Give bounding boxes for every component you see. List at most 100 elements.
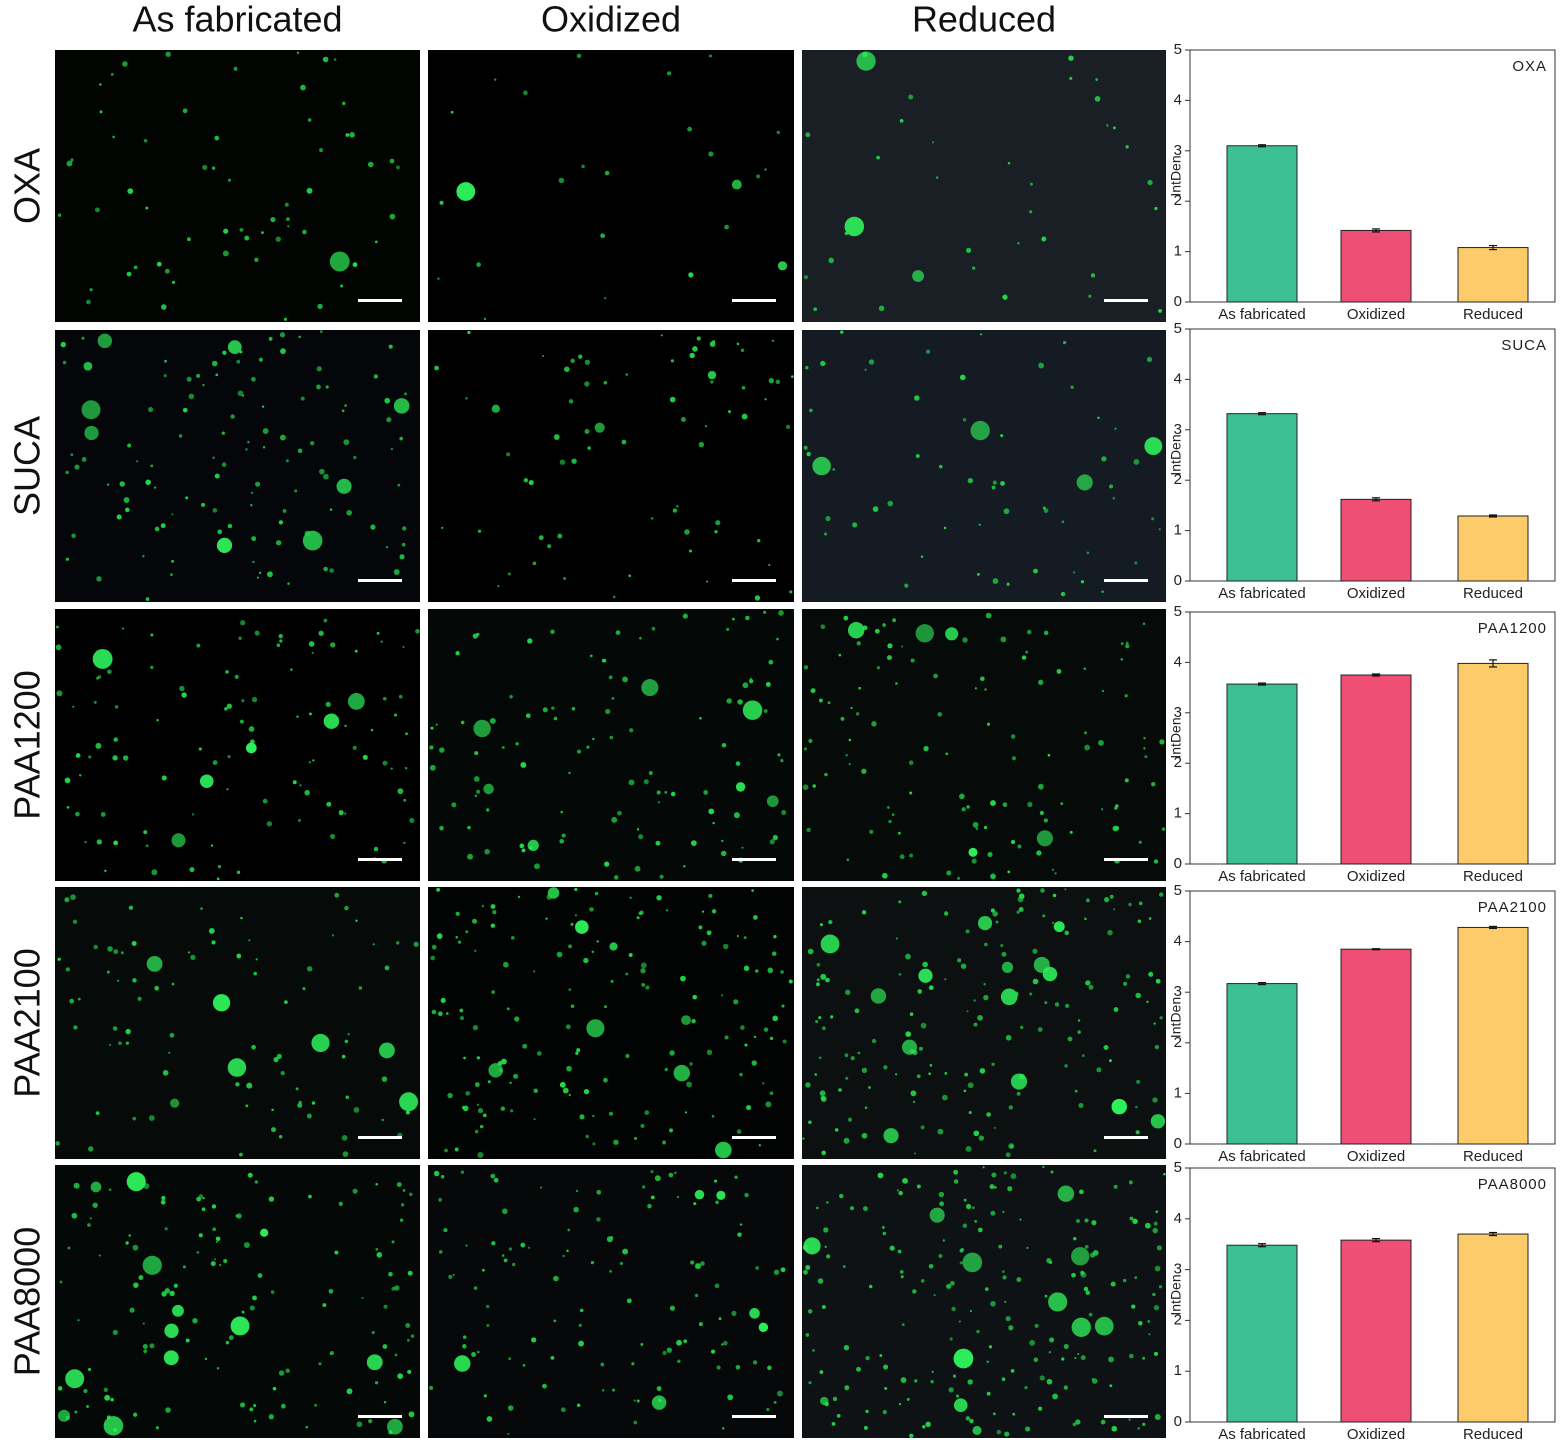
fluorescent-particle bbox=[397, 1373, 404, 1380]
fluorescent-particle bbox=[1135, 992, 1142, 999]
fluorescent-particle bbox=[656, 895, 662, 901]
fluorescent-particle bbox=[740, 348, 745, 353]
fluorescent-particle bbox=[1100, 1419, 1106, 1425]
fluorescent-particle bbox=[650, 1170, 654, 1174]
fluorescent-particle bbox=[344, 812, 347, 815]
fluorescent-particle bbox=[1098, 739, 1104, 746]
fluorescent-particle bbox=[266, 821, 273, 827]
fluorescent-particle bbox=[501, 746, 505, 750]
fluorescent-particle bbox=[1019, 1025, 1024, 1030]
fluorescent-particle bbox=[476, 789, 481, 794]
fluorescent-particle bbox=[342, 1151, 349, 1157]
fluorescent-particle bbox=[1073, 1237, 1077, 1241]
fluorescent-particle bbox=[373, 374, 379, 379]
fluorescent-particle bbox=[352, 262, 358, 268]
fluorescent-particle bbox=[1135, 1105, 1138, 1109]
fluorescent-particle bbox=[1008, 1143, 1015, 1150]
y-tick-label: 2 bbox=[1174, 1034, 1182, 1051]
fluorescent-particle bbox=[724, 224, 729, 230]
fluorescent-particle bbox=[996, 1429, 1002, 1435]
fluorescent-particle bbox=[780, 1267, 786, 1273]
fluorescent-particle bbox=[285, 1368, 290, 1374]
x-tick-label: As fabricated bbox=[1218, 868, 1306, 885]
fluorescent-particle bbox=[255, 958, 258, 961]
fluorescent-particle bbox=[74, 1410, 78, 1414]
fluorescent-particle bbox=[709, 54, 712, 58]
fluorescent-particle bbox=[960, 1248, 965, 1252]
fluorescent-particle bbox=[1084, 744, 1091, 751]
fluorescent-particle bbox=[441, 526, 444, 529]
micrograph bbox=[55, 1165, 420, 1438]
fluorescent-particle bbox=[870, 988, 887, 1004]
fluorescent-particle bbox=[763, 709, 768, 713]
fluorescent-particle bbox=[503, 1258, 508, 1263]
fluorescent-particle bbox=[560, 810, 564, 814]
fluorescent-particle bbox=[1001, 1377, 1006, 1382]
fluorescent-particle bbox=[217, 865, 222, 869]
error-bar bbox=[1372, 948, 1380, 951]
fluorescent-particle bbox=[909, 853, 914, 858]
fluorescent-particle bbox=[613, 875, 619, 880]
fluorescent-particle bbox=[856, 51, 876, 71]
fluorescent-particle bbox=[374, 240, 378, 244]
fluorescent-particle bbox=[1026, 1246, 1029, 1250]
fluorescent-particle bbox=[755, 1266, 759, 1270]
x-tick-label: Oxidized bbox=[1347, 1148, 1405, 1165]
fluorescent-particle bbox=[77, 997, 81, 1001]
fluorescent-particle bbox=[848, 1117, 853, 1122]
fluorescent-particle bbox=[821, 1150, 826, 1156]
fluorescent-particle bbox=[731, 617, 735, 621]
fluorescent-particle bbox=[513, 1073, 519, 1079]
bar bbox=[1226, 413, 1298, 582]
fluorescent-particle bbox=[905, 953, 911, 960]
fluorescent-particle bbox=[1080, 1355, 1086, 1361]
fluorescent-particle bbox=[1113, 1007, 1119, 1012]
fluorescent-particle bbox=[488, 1063, 503, 1078]
fluorescent-particle bbox=[248, 726, 255, 732]
fluorescent-particle bbox=[603, 296, 607, 300]
fluorescent-particle bbox=[852, 522, 858, 528]
fluorescent-particle bbox=[457, 940, 462, 944]
fluorescent-particle bbox=[230, 414, 235, 419]
fluorescent-particle bbox=[925, 1421, 931, 1427]
fluorescent-particle bbox=[916, 1184, 921, 1189]
fluorescent-particle bbox=[884, 1387, 888, 1390]
fluorescent-particle bbox=[474, 751, 479, 756]
fluorescent-particle bbox=[1042, 1165, 1045, 1169]
fluorescent-particle bbox=[765, 681, 771, 687]
fluorescent-particle bbox=[394, 1285, 400, 1291]
fluorescent-particle bbox=[1128, 1353, 1134, 1359]
fluorescent-particle bbox=[1088, 294, 1092, 298]
fluorescent-particle bbox=[212, 1227, 217, 1232]
fluorescent-particle bbox=[962, 637, 968, 643]
fluorescent-particle bbox=[712, 821, 715, 825]
fluorescent-particle bbox=[586, 1019, 605, 1038]
fluorescent-particle bbox=[990, 873, 996, 880]
fluorescent-particle bbox=[520, 1242, 526, 1248]
fluorescent-particle bbox=[772, 1015, 779, 1022]
fluorescent-particle bbox=[666, 71, 672, 76]
fluorescent-particle bbox=[640, 1342, 644, 1346]
fluorescent-particle bbox=[854, 1008, 860, 1014]
fluorescent-particle bbox=[314, 1403, 318, 1407]
fluorescent-particle bbox=[1039, 1375, 1045, 1381]
fluorescent-particle bbox=[1144, 1222, 1151, 1229]
fluorescent-particle bbox=[1016, 910, 1020, 914]
fluorescent-particle bbox=[473, 776, 480, 782]
fluorescent-particle bbox=[559, 459, 566, 465]
error-bar bbox=[1372, 497, 1380, 502]
fluorescent-particle bbox=[514, 1016, 520, 1022]
fluorescent-particle bbox=[1000, 988, 1018, 1006]
fluorescent-particle bbox=[820, 624, 826, 630]
fluorescent-particle bbox=[553, 1275, 559, 1282]
fluorescent-particle bbox=[1017, 896, 1024, 903]
fluorescent-particle bbox=[964, 1072, 969, 1077]
fluorescent-particle bbox=[1060, 591, 1066, 597]
fluorescent-particle bbox=[1067, 1036, 1073, 1042]
fluorescent-particle bbox=[279, 332, 286, 338]
error-bar bbox=[1372, 228, 1380, 233]
fluorescent-particle bbox=[245, 1104, 249, 1108]
fluorescent-particle bbox=[978, 1135, 985, 1141]
fluorescent-particle bbox=[1079, 1189, 1084, 1195]
fluorescent-particle bbox=[912, 1100, 916, 1103]
